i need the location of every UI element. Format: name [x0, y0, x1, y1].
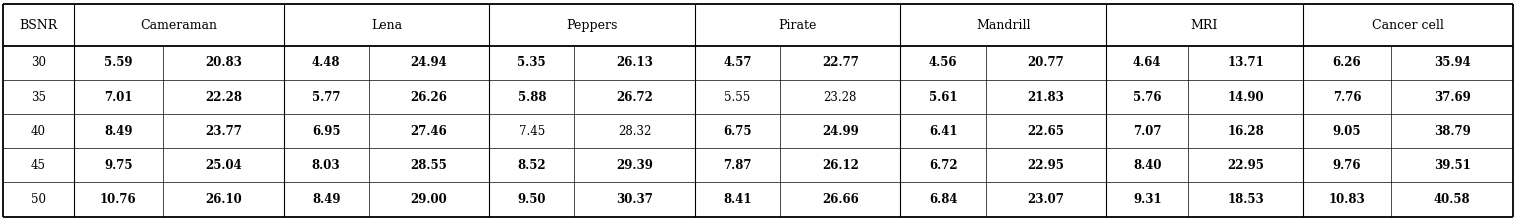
Text: 26.72: 26.72	[615, 91, 653, 103]
Text: 6.41: 6.41	[929, 125, 957, 138]
Text: 30.37: 30.37	[615, 193, 653, 206]
Text: 7.01: 7.01	[105, 91, 132, 103]
Text: 5.77: 5.77	[312, 91, 341, 103]
Text: 8.52: 8.52	[517, 159, 546, 172]
Text: 8.03: 8.03	[312, 159, 341, 172]
Text: 7.45: 7.45	[518, 125, 544, 138]
Text: 5.88: 5.88	[517, 91, 546, 103]
Text: 18.53: 18.53	[1228, 193, 1264, 206]
Text: 22.95: 22.95	[1028, 159, 1064, 172]
Text: 29.39: 29.39	[615, 159, 653, 172]
Text: 4.48: 4.48	[312, 56, 341, 69]
Text: 9.50: 9.50	[517, 193, 546, 206]
Text: 4.57: 4.57	[723, 56, 752, 69]
Text: 28.32: 28.32	[619, 125, 652, 138]
Text: 27.46: 27.46	[411, 125, 447, 138]
Text: 35.94: 35.94	[1434, 56, 1471, 69]
Text: 4.64: 4.64	[1132, 56, 1161, 69]
Text: 26.10: 26.10	[205, 193, 241, 206]
Text: 9.31: 9.31	[1132, 193, 1161, 206]
Text: 22.28: 22.28	[205, 91, 243, 103]
Text: 28.55: 28.55	[411, 159, 447, 172]
Text: 16.28: 16.28	[1228, 125, 1264, 138]
Text: 22.95: 22.95	[1228, 159, 1264, 172]
Text: 9.05: 9.05	[1333, 125, 1361, 138]
Text: 45: 45	[30, 159, 45, 172]
Text: 22.77: 22.77	[822, 56, 858, 69]
Text: 5.61: 5.61	[929, 91, 957, 103]
Text: 22.65: 22.65	[1028, 125, 1064, 138]
Text: 50: 50	[30, 193, 45, 206]
Text: 14.90: 14.90	[1228, 91, 1264, 103]
Text: 8.49: 8.49	[105, 125, 132, 138]
Text: 37.69: 37.69	[1434, 91, 1471, 103]
Text: 5.76: 5.76	[1132, 91, 1161, 103]
Text: Cameraman: Cameraman	[139, 19, 217, 32]
Text: 25.04: 25.04	[205, 159, 241, 172]
Text: 7.76: 7.76	[1333, 91, 1361, 103]
Text: 8.41: 8.41	[723, 193, 752, 206]
Text: 5.35: 5.35	[517, 56, 546, 69]
Text: 26.26: 26.26	[411, 91, 447, 103]
Text: Pirate: Pirate	[779, 19, 817, 32]
Text: 8.49: 8.49	[312, 193, 341, 206]
Text: 20.77: 20.77	[1028, 56, 1064, 69]
Text: 6.84: 6.84	[929, 193, 957, 206]
Text: Mandrill: Mandrill	[976, 19, 1031, 32]
Text: 30: 30	[30, 56, 45, 69]
Text: 40: 40	[30, 125, 45, 138]
Text: 40.58: 40.58	[1434, 193, 1471, 206]
Text: 6.75: 6.75	[723, 125, 752, 138]
Text: 21.83: 21.83	[1028, 91, 1064, 103]
Text: 26.12: 26.12	[822, 159, 858, 172]
Text: 26.13: 26.13	[615, 56, 653, 69]
Text: 5.55: 5.55	[725, 91, 750, 103]
Text: Cancer cell: Cancer cell	[1372, 19, 1443, 32]
Text: 20.83: 20.83	[205, 56, 241, 69]
Text: 23.28: 23.28	[823, 91, 857, 103]
Text: 24.94: 24.94	[411, 56, 447, 69]
Text: 39.51: 39.51	[1434, 159, 1471, 172]
Text: 4.56: 4.56	[929, 56, 957, 69]
Text: MRI: MRI	[1192, 19, 1219, 32]
Text: 8.40: 8.40	[1132, 159, 1161, 172]
Text: 23.77: 23.77	[205, 125, 241, 138]
Text: 38.79: 38.79	[1434, 125, 1471, 138]
Text: 24.99: 24.99	[822, 125, 858, 138]
Text: 6.95: 6.95	[312, 125, 341, 138]
Text: 6.72: 6.72	[929, 159, 958, 172]
Text: 5.59: 5.59	[105, 56, 132, 69]
Text: BSNR: BSNR	[20, 19, 58, 32]
Text: 26.66: 26.66	[822, 193, 858, 206]
Text: 7.87: 7.87	[723, 159, 752, 172]
Text: Lena: Lena	[371, 19, 402, 32]
Text: 10.83: 10.83	[1328, 193, 1366, 206]
Text: 9.75: 9.75	[105, 159, 132, 172]
Text: 35: 35	[30, 91, 45, 103]
Text: 6.26: 6.26	[1333, 56, 1361, 69]
Text: 29.00: 29.00	[411, 193, 447, 206]
Text: 9.76: 9.76	[1333, 159, 1361, 172]
Text: 7.07: 7.07	[1132, 125, 1161, 138]
Text: 13.71: 13.71	[1228, 56, 1264, 69]
Text: Peppers: Peppers	[567, 19, 617, 32]
Text: 23.07: 23.07	[1028, 193, 1064, 206]
Text: 10.76: 10.76	[100, 193, 136, 206]
